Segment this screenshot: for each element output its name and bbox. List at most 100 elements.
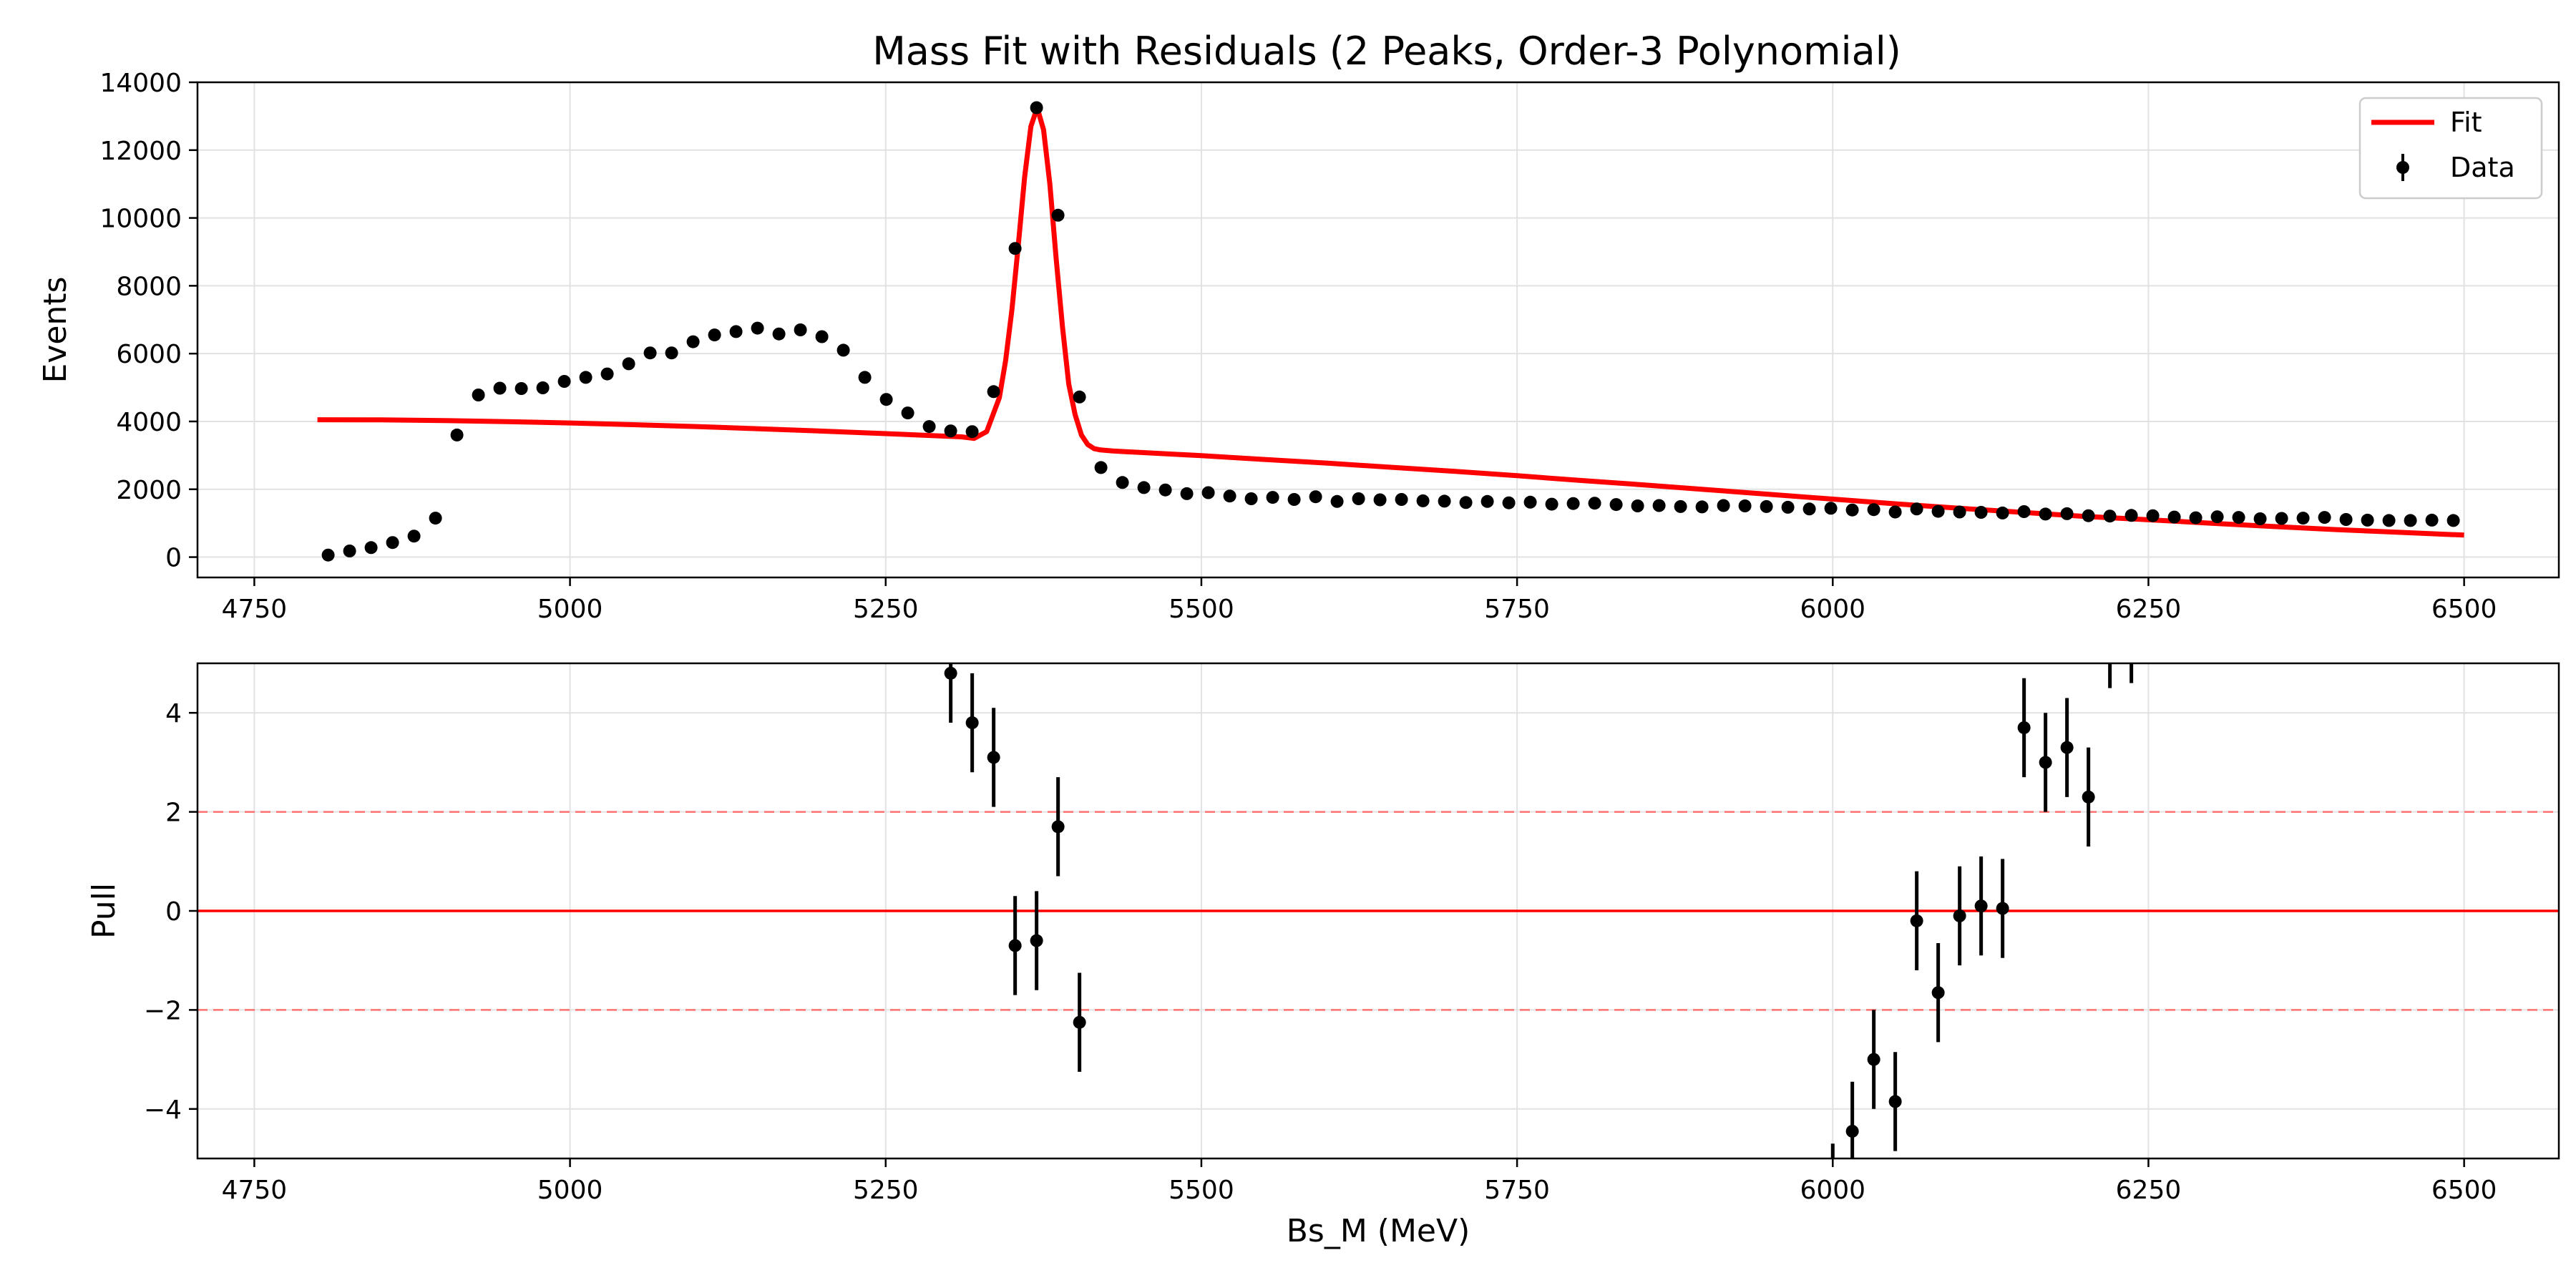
data-point [1201, 486, 1215, 499]
bottom-y-tick-label: −2 [144, 996, 182, 1025]
data-point [772, 327, 786, 341]
pull-point [2125, 627, 2138, 683]
pull-marker [1030, 934, 1043, 947]
data-point [1459, 496, 1473, 509]
data-point [2425, 513, 2439, 527]
pull-point [987, 708, 1000, 807]
data-point [2167, 510, 2181, 524]
top-x-tick-label: 6500 [2431, 595, 2497, 624]
pull-point [1867, 1010, 1880, 1109]
data-point [600, 367, 614, 381]
data-point [2146, 509, 2160, 522]
data-point [815, 330, 829, 343]
data-point [364, 541, 378, 555]
data-point [1738, 499, 1752, 512]
bottom-y-tick-label: −4 [144, 1096, 182, 1125]
top-y-axis-label: Events [37, 277, 74, 384]
pull-point [1953, 866, 1966, 966]
data-point [2253, 512, 2267, 525]
data-point [901, 406, 914, 420]
data-point [343, 545, 356, 557]
data-point [2275, 512, 2288, 525]
top-y-tick-label: 8000 [116, 272, 182, 301]
top-y-tick-label: 6000 [116, 340, 182, 369]
pull-marker [1051, 820, 1065, 834]
pull-point [965, 673, 979, 773]
pull-marker [2125, 627, 2138, 640]
data-point [1094, 461, 1108, 474]
bottom-pull-points [944, 627, 2138, 1158]
data-point [2446, 514, 2460, 527]
data-point [2210, 510, 2224, 524]
data-point [1523, 495, 1537, 509]
top-plot-frame [196, 81, 2560, 579]
data-point [321, 548, 335, 562]
data-point [1545, 497, 1558, 511]
data-point [1309, 490, 1322, 504]
data-point [579, 371, 592, 384]
data-point [1373, 493, 1387, 507]
data-point [922, 420, 936, 434]
bottom-x-axis-label: Bs_M (MeV) [1287, 1213, 1470, 1249]
top-fit-line-layer [317, 105, 2464, 538]
top-x-tick-label: 5500 [1169, 595, 1234, 624]
data-point [2404, 514, 2417, 527]
data-point [1609, 498, 1623, 512]
bottom-x-tick-label: 6250 [2116, 1176, 2182, 1205]
data-point [2318, 511, 2331, 525]
pull-marker [1910, 914, 1923, 927]
data-point [729, 325, 743, 338]
bottom-y-tick-label: 2 [165, 799, 182, 828]
legend-fit-label: Fit [2450, 107, 2482, 138]
pull-point [2017, 678, 2031, 778]
data-point [879, 393, 893, 406]
pull-point [1931, 942, 1945, 1043]
data-point [1888, 505, 1902, 519]
data-point [1845, 503, 1859, 517]
data-point [665, 346, 678, 360]
data-point [965, 425, 979, 439]
data-point [2017, 505, 2031, 518]
top-x-tick-label: 6000 [1800, 595, 1865, 624]
data-point [1760, 499, 1773, 513]
pull-point [1996, 859, 2009, 958]
top-y-ticks: 0 2000 4000 6000 8000 10000 12000 14000 [99, 69, 197, 573]
data-point [1566, 497, 1580, 510]
bottom-y-tick-label: 4 [165, 699, 182, 728]
pull-marker [2104, 632, 2117, 645]
data-point [1480, 494, 1494, 508]
data-point [450, 428, 464, 441]
data-point [1802, 502, 1816, 516]
data-point [536, 381, 550, 394]
top-x-tick-label: 4750 [222, 595, 288, 624]
data-point [472, 389, 485, 401]
data-point [1158, 483, 1172, 497]
legend: Fit Data [2358, 97, 2543, 200]
data-point [1051, 208, 1065, 222]
data-point [2361, 513, 2374, 527]
data-point [1931, 504, 1945, 518]
data-point [1180, 487, 1194, 500]
data-point [1030, 101, 1043, 114]
bottom-y-ticks: −4 −2 0 2 4 [144, 699, 197, 1125]
pull-point [1051, 777, 1065, 877]
top-y-tick-label: 4000 [116, 408, 182, 437]
data-point [2296, 512, 2310, 525]
pull-marker [1974, 899, 1988, 913]
legend-data-marker [2396, 161, 2409, 174]
data-point [987, 385, 1000, 399]
data-point [794, 323, 807, 336]
top-data-points [321, 101, 2460, 562]
bottom-x-tick-label: 6500 [2431, 1176, 2497, 1205]
pull-point [2060, 698, 2074, 797]
data-point [1674, 499, 1687, 513]
data-point [2232, 511, 2245, 525]
data-point [429, 512, 442, 525]
data-point [2339, 513, 2353, 526]
pull-marker [944, 666, 957, 680]
pull-marker [1008, 939, 1022, 952]
legend-data-label: Data [2450, 152, 2515, 183]
bottom-reference-lines [197, 811, 2559, 1011]
data-point [643, 346, 657, 360]
